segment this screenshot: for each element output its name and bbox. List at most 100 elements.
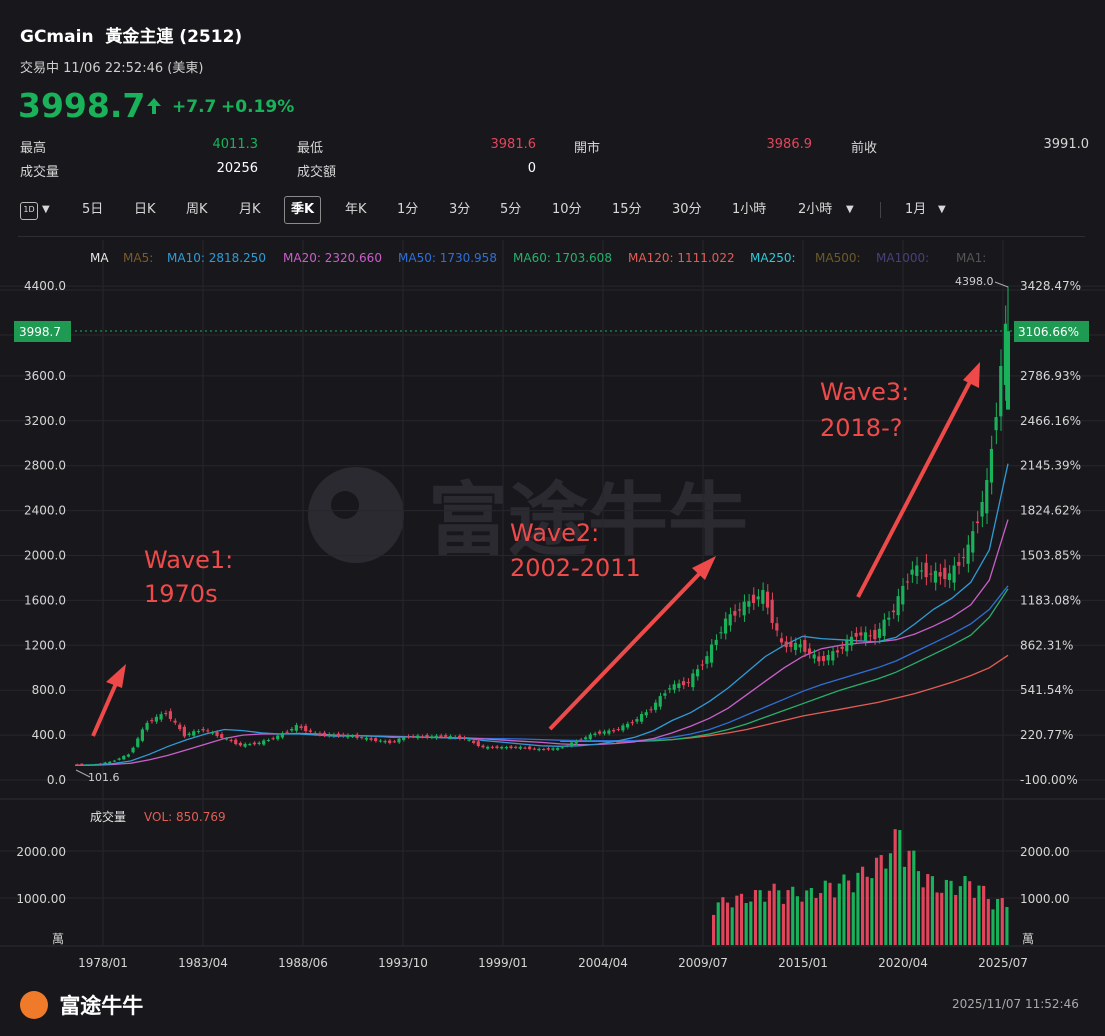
tab-yearly-k[interactable]: 年K (345, 202, 367, 217)
candle-body (238, 742, 242, 746)
pct-tick-label: 1824.62% (1020, 504, 1081, 518)
chevron-down-icon[interactable]: ▼ (42, 204, 50, 215)
candle-body (486, 746, 490, 749)
arrow-head-icon (692, 556, 716, 580)
y-tick-label: 3200.0 (24, 414, 66, 428)
ma-legend-item[interactable]: MA50: 1730.958 (398, 251, 497, 265)
candle-body (737, 609, 742, 611)
candle-body (901, 585, 905, 605)
candle-body (406, 736, 410, 738)
volume-bar (730, 907, 734, 945)
candle-body (332, 734, 336, 737)
volume-bar (930, 876, 934, 945)
ma-legend-item[interactable]: MA5: (123, 251, 153, 265)
candle-body (411, 736, 415, 738)
stat-low-label: 最低 (297, 141, 324, 156)
candle-body (430, 736, 434, 738)
candle-body (845, 640, 849, 652)
trading-status: 交易中 11/06 22:52:46 (美東) (20, 61, 204, 76)
instrument-name: 黃金主連 (2512) (105, 27, 243, 47)
candle-body (985, 480, 989, 514)
candle-body (84, 764, 89, 766)
volume-bar (739, 893, 744, 945)
candle-body (313, 732, 317, 735)
candle-body (448, 736, 452, 738)
wave3-arrow (856, 377, 974, 598)
candle-body (168, 711, 172, 719)
tab-1hour[interactable]: 1小時 (732, 202, 767, 217)
candle-body (705, 656, 709, 664)
candle-body (840, 646, 844, 649)
current-pct-tag-text: 3106.66% (1018, 325, 1079, 339)
candle-body (919, 570, 924, 572)
ma-legend-item[interactable]: MA60: 1703.608 (513, 251, 612, 265)
tab-3min[interactable]: 3分 (449, 202, 471, 217)
y-tick-label: 2400.0 (24, 504, 66, 518)
candle-body (891, 610, 896, 613)
period-icon[interactable]: 1D (20, 202, 38, 220)
tab-5min[interactable]: 5分 (500, 202, 522, 217)
volume-bar (949, 880, 953, 945)
candle-body (304, 725, 308, 732)
ma-legend-item[interactable]: MA20: 2320.660 (283, 251, 382, 265)
candle-body (89, 764, 93, 766)
tab-weekly-k[interactable]: 周K (186, 202, 208, 217)
tab-1min[interactable]: 1分 (397, 202, 419, 217)
pct-tick-label: 2145.39% (1020, 459, 1081, 473)
ma-legend-item[interactable]: MA120: 1111.022 (628, 251, 735, 265)
candle-body (807, 648, 812, 654)
volume-bar (781, 903, 785, 945)
ma-legend-item[interactable]: MA500: (815, 251, 861, 265)
candle-body (388, 740, 392, 743)
candle-body (481, 745, 485, 748)
candle-body (952, 565, 956, 583)
chevron-down-icon[interactable]: ▼ (938, 204, 946, 215)
candle-body (173, 720, 177, 723)
tab-30min[interactable]: 30分 (672, 202, 702, 217)
price-chart[interactable]: 富途牛牛 4400.0 3600.0 3200.0 2800.0 2400.0 2000.… (0, 240, 1105, 980)
volume-bar (823, 880, 827, 945)
candle-body (947, 573, 952, 581)
chevron-down-icon[interactable]: ▼ (846, 204, 854, 215)
volume-bar (791, 886, 795, 945)
ma-legend-item[interactable]: MA1: (956, 251, 986, 265)
candle-body (719, 632, 723, 634)
wave3-title: Wave3: (820, 378, 909, 406)
stat-volume-label: 成交量 (20, 165, 60, 180)
max-price-label: 4398.0 (955, 275, 994, 288)
ma-legend-item[interactable]: MA10: 2818.250 (167, 251, 266, 265)
tab-1month[interactable]: 1月 (905, 202, 927, 217)
candle-body (234, 739, 238, 745)
ma-legend-item[interactable]: MA250: (750, 251, 796, 265)
candle-body (215, 732, 219, 737)
tab-15min[interactable]: 15分 (612, 202, 642, 217)
tab-5day[interactable]: 5日 (82, 202, 104, 217)
wave1-period: 1970s (144, 580, 218, 608)
tab-quarterly-k[interactable]: 季K (284, 196, 322, 224)
candle-body (154, 716, 158, 722)
tab-2hour[interactable]: 2小時 (798, 202, 833, 217)
ma-legend-item[interactable]: MA1000: (876, 251, 929, 265)
candle-body (514, 746, 518, 748)
tab-daily-k[interactable]: 日K (134, 202, 156, 217)
tab-monthly-k[interactable]: 月K (239, 202, 261, 217)
candle-body (938, 572, 942, 577)
pct-tick-label: 1183.08% (1020, 593, 1081, 607)
volume-bar (819, 893, 823, 945)
candle-body (458, 735, 462, 739)
volume-bar (828, 882, 832, 945)
footer-brand: 富途牛牛 (20, 990, 143, 1020)
candle-body (868, 635, 872, 637)
candle-body (360, 737, 364, 739)
toolbar-divider-line (18, 236, 1085, 237)
volume-bar (963, 876, 967, 945)
pct-axis-labels: 3428.47% 2786.93% 2466.16% 2145.39% 1824.62%… (1020, 279, 1081, 906)
candle-body (775, 623, 779, 631)
tab-10min[interactable]: 10分 (552, 202, 582, 217)
candle-body (229, 740, 233, 742)
candle-body (639, 714, 644, 722)
candle-body (859, 632, 863, 636)
candle-body (528, 746, 532, 750)
candle-body (248, 744, 252, 746)
volume-tick-label: 1000.00 (1020, 892, 1070, 906)
